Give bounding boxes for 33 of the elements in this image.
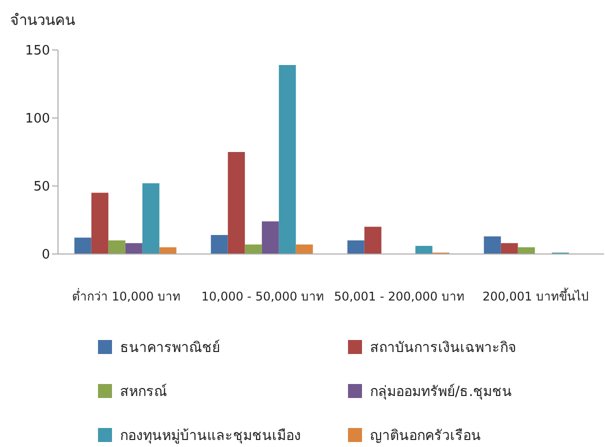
y-tick-label: 50 bbox=[33, 180, 50, 195]
legend-label: กลุ่มออมทรัพย์/ธ.ชุมชน bbox=[370, 382, 512, 402]
bar bbox=[500, 243, 518, 254]
legend-label: สหกรณ์ bbox=[120, 382, 167, 402]
bar bbox=[228, 152, 245, 254]
bar bbox=[484, 236, 501, 254]
x-tick-label: ต่ำกว่า 10,000 บาท bbox=[72, 288, 181, 304]
legend-label: ญาตินอกครัวเรือน bbox=[370, 427, 481, 446]
bar bbox=[278, 64, 296, 254]
bar bbox=[74, 238, 92, 254]
x-tick-label: 50,001 - 200,000 บาท bbox=[334, 290, 464, 304]
legend-label: ธนาคารพาณิชย์ bbox=[120, 338, 220, 358]
bar bbox=[210, 234, 228, 254]
y-tick-label: 100 bbox=[25, 112, 50, 127]
bar bbox=[244, 244, 262, 254]
bar bbox=[262, 221, 279, 254]
bar bbox=[347, 240, 364, 254]
bar bbox=[142, 183, 160, 254]
legend-label: กองทุนหมู่บ้านและชุมชนเมือง bbox=[120, 427, 301, 446]
bar bbox=[364, 226, 382, 254]
y-tick-label: 0 bbox=[42, 248, 50, 263]
bar bbox=[91, 192, 108, 254]
bar bbox=[108, 240, 126, 254]
bar bbox=[415, 246, 432, 254]
bar bbox=[296, 244, 313, 254]
bar bbox=[159, 247, 176, 254]
y-axis-title: จำนวนคน bbox=[10, 10, 75, 31]
legend-label: สถาบันการเงินเฉพาะกิจ bbox=[370, 339, 516, 358]
y-tick-label: 150 bbox=[25, 44, 50, 59]
x-tick-label: 200,001 บาทขึ้นไป bbox=[482, 288, 589, 304]
bar bbox=[125, 243, 142, 254]
x-tick-label: 10,000 - 50,000 บาท bbox=[201, 290, 324, 304]
bar bbox=[518, 247, 535, 254]
